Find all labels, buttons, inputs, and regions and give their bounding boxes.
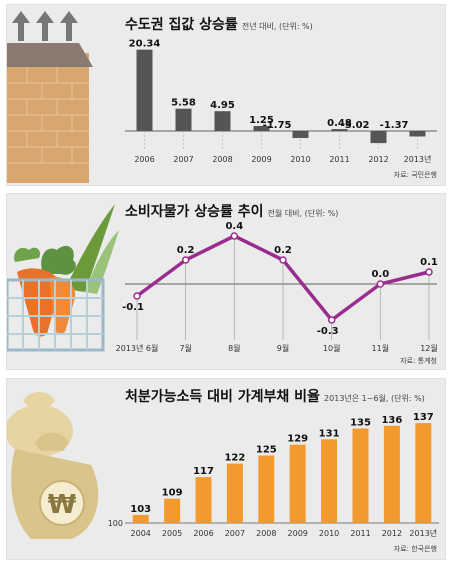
data-label: 0.0	[371, 269, 389, 280]
x-tick-label: 2009	[288, 529, 308, 538]
data-label: 0.2	[177, 245, 195, 256]
money-bag-illustration: ₩	[7, 392, 99, 539]
data-label: -3.02	[341, 120, 370, 131]
data-label: 137	[413, 412, 434, 423]
bar	[214, 111, 231, 131]
data-label: 5.58	[171, 98, 196, 109]
x-tick-label: 11월	[372, 343, 390, 353]
x-tick-label: 12월	[420, 343, 438, 353]
chart-source: 자료: 한국은행	[394, 544, 437, 553]
chart-title: 소비자물가 상승률 추이	[125, 203, 264, 220]
consumer-price-panel: 소비자물가 상승률 추이 전월 대비, (단위: %) -0.1 2013년 6월…	[6, 193, 446, 370]
x-tick-label: 2013년	[404, 154, 432, 164]
bar	[253, 126, 270, 131]
data-label: 122	[224, 453, 245, 464]
data-label: -1.75	[263, 120, 292, 131]
data-label: 125	[256, 445, 277, 456]
x-tick-label: 2008	[256, 529, 276, 538]
data-label: 0.2	[274, 245, 292, 256]
vegetable-basket-illustration	[7, 204, 119, 352]
bar	[331, 129, 348, 131]
baseline-label: 100	[108, 519, 123, 528]
x-tick-label: 2004	[131, 529, 151, 538]
bar	[289, 444, 306, 523]
x-tick-label: 8월	[228, 343, 240, 353]
data-label: -0.3	[317, 326, 339, 337]
bar	[175, 108, 192, 131]
chart-title: 수도권 집값 상승률	[125, 16, 238, 33]
chart-source: 자료: 통계청	[400, 356, 437, 365]
bar	[258, 455, 275, 523]
chart-subtitle: 전년 대비, (단위: %)	[242, 21, 313, 31]
x-tick-label: 2007	[225, 529, 245, 538]
data-point	[133, 292, 141, 300]
household-debt-panel: ₩ 처분가능소득 대비 가계부채 비율 2013년은 1~6월, (단위: %)…	[6, 378, 446, 560]
house-illustration	[7, 11, 93, 183]
household-debt-chart: ₩ 처분가능소득 대비 가계부채 비율 2013년은 1~6월, (단위: %)…	[7, 388, 439, 553]
data-label: 117	[193, 466, 214, 477]
x-tick-label: 2008	[212, 155, 232, 164]
data-label: 135	[350, 418, 371, 429]
x-tick-label: 2011	[350, 529, 370, 538]
data-label: 129	[287, 434, 308, 445]
data-label: 0.48	[327, 118, 352, 129]
x-tick-label: 2009	[251, 155, 271, 164]
chart-title: 처분가능소득 대비 가계부채 비율	[125, 388, 320, 405]
bar	[136, 49, 153, 131]
data-label: 136	[381, 415, 402, 426]
x-tick-label: 2012	[382, 529, 402, 538]
x-tick-label: 2006	[193, 529, 213, 538]
chart-subtitle: 2013년은 1~6월, (단위: %)	[324, 393, 425, 403]
house-price-chart: 수도권 집값 상승률 전년 대비, (단위: %) 20.34 2006 5.58 2…	[7, 11, 437, 183]
x-tick-label: 10월	[323, 343, 341, 353]
data-point	[279, 256, 287, 264]
won-sign-icon: ₩	[48, 490, 77, 520]
x-tick-label: 2011	[329, 155, 349, 164]
consumer-price-chart: 소비자물가 상승률 추이 전월 대비, (단위: %) -0.1 2013년 6월…	[7, 203, 438, 365]
data-point	[327, 316, 336, 324]
data-point	[230, 232, 239, 240]
bar	[415, 423, 432, 523]
data-point	[425, 268, 433, 276]
x-tick-label: 7월	[179, 343, 191, 353]
chart-subtitle: 전월 대비, (단위: %)	[268, 208, 339, 218]
x-tick-label: 2010	[319, 529, 339, 538]
x-tick-label: 2013년	[409, 528, 437, 538]
data-label: -0.1	[122, 302, 144, 313]
data-label: 131	[319, 428, 340, 439]
data-label: 109	[162, 488, 183, 499]
bar	[292, 131, 309, 138]
bar	[195, 477, 212, 523]
data-label: 4.95	[210, 100, 235, 111]
data-label: 0.1	[420, 257, 438, 268]
bar	[164, 498, 181, 523]
x-tick-label: 2006	[134, 155, 154, 164]
x-tick-label: 2013년 6월	[116, 343, 159, 353]
bar	[321, 439, 338, 523]
bar	[383, 425, 400, 523]
bar	[226, 463, 243, 523]
data-label: 103	[130, 504, 151, 515]
data-point	[181, 256, 190, 264]
house-price-panel: 수도권 집값 상승률 전년 대비, (단위: %) 20.34 2006 5.58 2…	[6, 4, 446, 186]
up-arrows-icon	[12, 11, 78, 41]
bar	[132, 514, 149, 523]
x-tick-label: 2007	[173, 155, 193, 164]
data-label: 20.34	[129, 39, 161, 50]
bar	[352, 428, 369, 523]
chart-source: 자료: 국민은행	[394, 170, 437, 179]
x-tick-label: 2010	[290, 155, 310, 164]
data-point	[376, 280, 385, 288]
x-tick-label: 2012	[368, 155, 388, 164]
data-label: 0.4	[225, 221, 243, 232]
x-tick-label: 9월	[277, 343, 289, 353]
bar	[370, 131, 387, 144]
bar	[409, 131, 426, 137]
data-label: 1.25	[249, 115, 274, 126]
x-tick-label: 2005	[162, 529, 182, 538]
data-label: -1.37	[380, 120, 409, 131]
